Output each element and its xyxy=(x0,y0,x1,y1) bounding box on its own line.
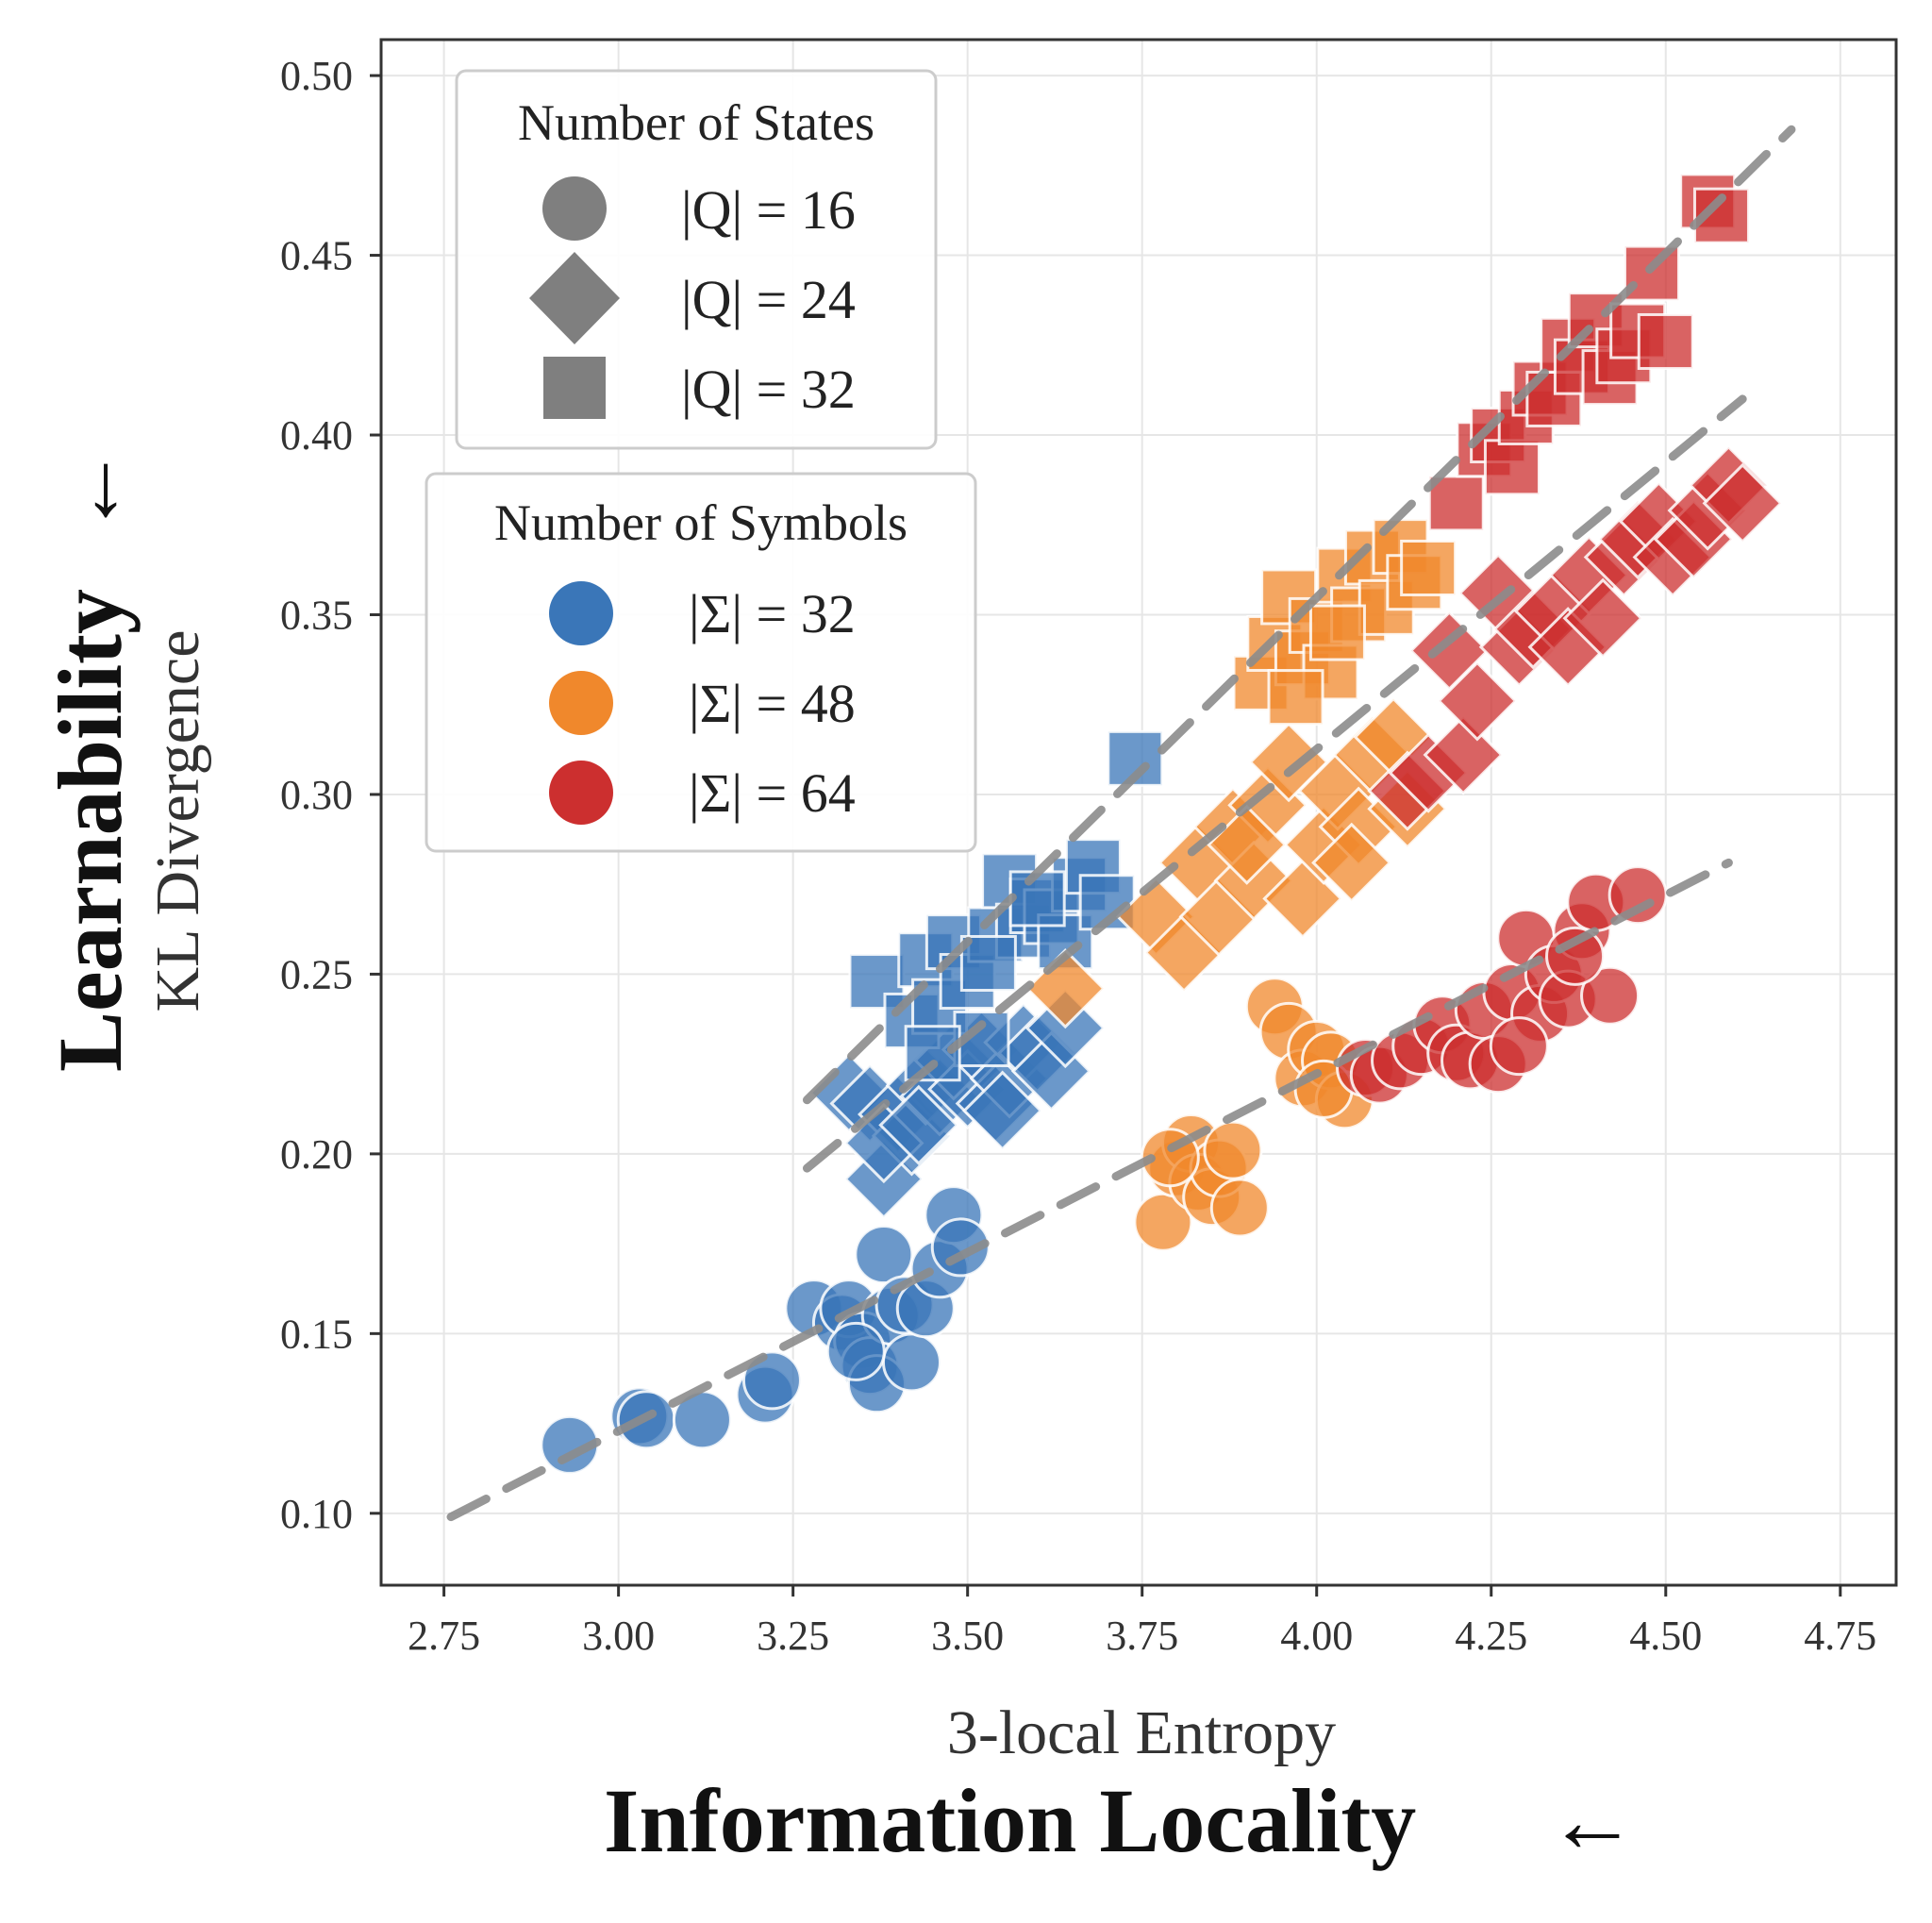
y-concept-arrow: ← xyxy=(40,445,141,536)
data-point-circle xyxy=(1209,1178,1270,1238)
legend-symbols-label-32: |Σ| = 32 xyxy=(689,583,856,644)
data-point-square xyxy=(1308,604,1366,661)
x-tick-label: 2.75 xyxy=(408,1613,480,1659)
data-point-diamond xyxy=(1024,948,1106,1029)
x-tick-label: 4.00 xyxy=(1280,1613,1353,1659)
trend-lines xyxy=(446,125,1796,1522)
legend-diamond-marker xyxy=(529,252,620,344)
legend-states-label-24: |Q| = 24 xyxy=(681,269,856,330)
data-point-circle xyxy=(741,1350,802,1411)
x-tick-label: 3.25 xyxy=(757,1613,829,1659)
data-point-circle xyxy=(1489,1016,1549,1077)
x-tick-label: 3.75 xyxy=(1106,1613,1178,1659)
x-concept-arrow: ← xyxy=(1547,1770,1638,1871)
y-tick-label: 0.20 xyxy=(280,1131,353,1178)
x-tick-label: 4.25 xyxy=(1455,1613,1527,1659)
x-tick-label: 3.00 xyxy=(582,1613,655,1659)
y-tick-label: 0.25 xyxy=(280,951,353,997)
y-tick-label: 0.30 xyxy=(280,772,353,818)
y-tick-label: 0.50 xyxy=(280,53,353,99)
trend-line-diamond xyxy=(802,394,1747,1173)
legend-square-marker xyxy=(543,357,606,419)
legend-symbols-label-64: |Σ| = 64 xyxy=(689,762,856,824)
data-point-square xyxy=(1400,539,1457,596)
legend-states-title: Number of States xyxy=(518,94,874,151)
data-point-diamond xyxy=(1562,577,1643,659)
x-tick-label: 4.50 xyxy=(1629,1613,1702,1659)
data-point-square xyxy=(1267,669,1324,727)
data-point-square xyxy=(1427,475,1485,532)
y-tick-label: 0.10 xyxy=(280,1491,353,1537)
data-point-circle xyxy=(854,1225,914,1285)
data-point-circle xyxy=(1545,926,1606,986)
series-32-symbols-16-states xyxy=(540,1185,991,1475)
legend-color-swatch-64 xyxy=(549,761,613,825)
data-point-diamond xyxy=(1437,661,1518,742)
x-tick-label: 3.50 xyxy=(931,1613,1004,1659)
y-tick-label: 0.35 xyxy=(280,592,353,638)
legend-circle-marker xyxy=(542,176,607,241)
series-64-symbols-24-states xyxy=(1367,444,1783,831)
legend-symbols: Number of Symbols |Σ| = 32 |Σ| = 48 |Σ| … xyxy=(425,472,977,853)
axis-ticks: 2.75 3.00 3.25 3.50 3.75 4.00 4.25 4.50 4.75 0.10… xyxy=(280,53,1876,1659)
data-point-square xyxy=(1008,870,1066,928)
data-point-square xyxy=(959,934,1017,992)
data-point-diamond xyxy=(1702,462,1783,544)
y-tick-label: 0.40 xyxy=(280,412,353,459)
series-32-symbols-32-states xyxy=(848,729,1164,1082)
legend-color-swatch-48 xyxy=(549,671,613,735)
trend-line-circle xyxy=(446,858,1733,1522)
data-point-diamond xyxy=(1311,822,1392,903)
data-point-circle xyxy=(825,1321,886,1381)
series-48-symbols-16-states xyxy=(1133,977,1374,1252)
x-tick-label: 4.75 xyxy=(1804,1613,1876,1659)
legend-symbols-title: Number of Symbols xyxy=(494,494,908,551)
data-point-diamond xyxy=(962,1070,1043,1151)
data-point-square xyxy=(1637,312,1694,370)
y-axis-label: KL Divergence xyxy=(143,630,212,1012)
trend-line-square xyxy=(802,125,1796,1105)
data-point-square xyxy=(1623,244,1680,302)
legend-symbols-label-48: |Σ| = 48 xyxy=(689,673,856,734)
data-points xyxy=(540,173,1783,1475)
y-tick-label: 0.45 xyxy=(280,233,353,279)
data-point-square xyxy=(1483,439,1541,496)
data-point-circle xyxy=(1580,965,1641,1026)
x-concept-label: Information Locality xyxy=(604,1770,1416,1871)
legend-states-label-16: |Q| = 16 xyxy=(681,179,856,241)
legend-states: Number of States |Q| = 16 |Q| = 24 |Q| =… xyxy=(455,69,938,450)
data-point-diamond xyxy=(878,1084,959,1166)
data-point-circle xyxy=(881,1332,941,1393)
y-concept-label: Learnability xyxy=(40,589,141,1072)
plot-frame xyxy=(379,38,1898,1587)
data-point-circle xyxy=(1607,865,1668,926)
data-point-circle xyxy=(1203,1120,1263,1180)
y-tick-label: 0.15 xyxy=(280,1311,353,1357)
x-axis-label: 3-local Entropy xyxy=(947,1698,1336,1767)
legend-states-label-32: |Q| = 32 xyxy=(681,359,856,420)
legend-color-swatch-32 xyxy=(549,581,613,645)
